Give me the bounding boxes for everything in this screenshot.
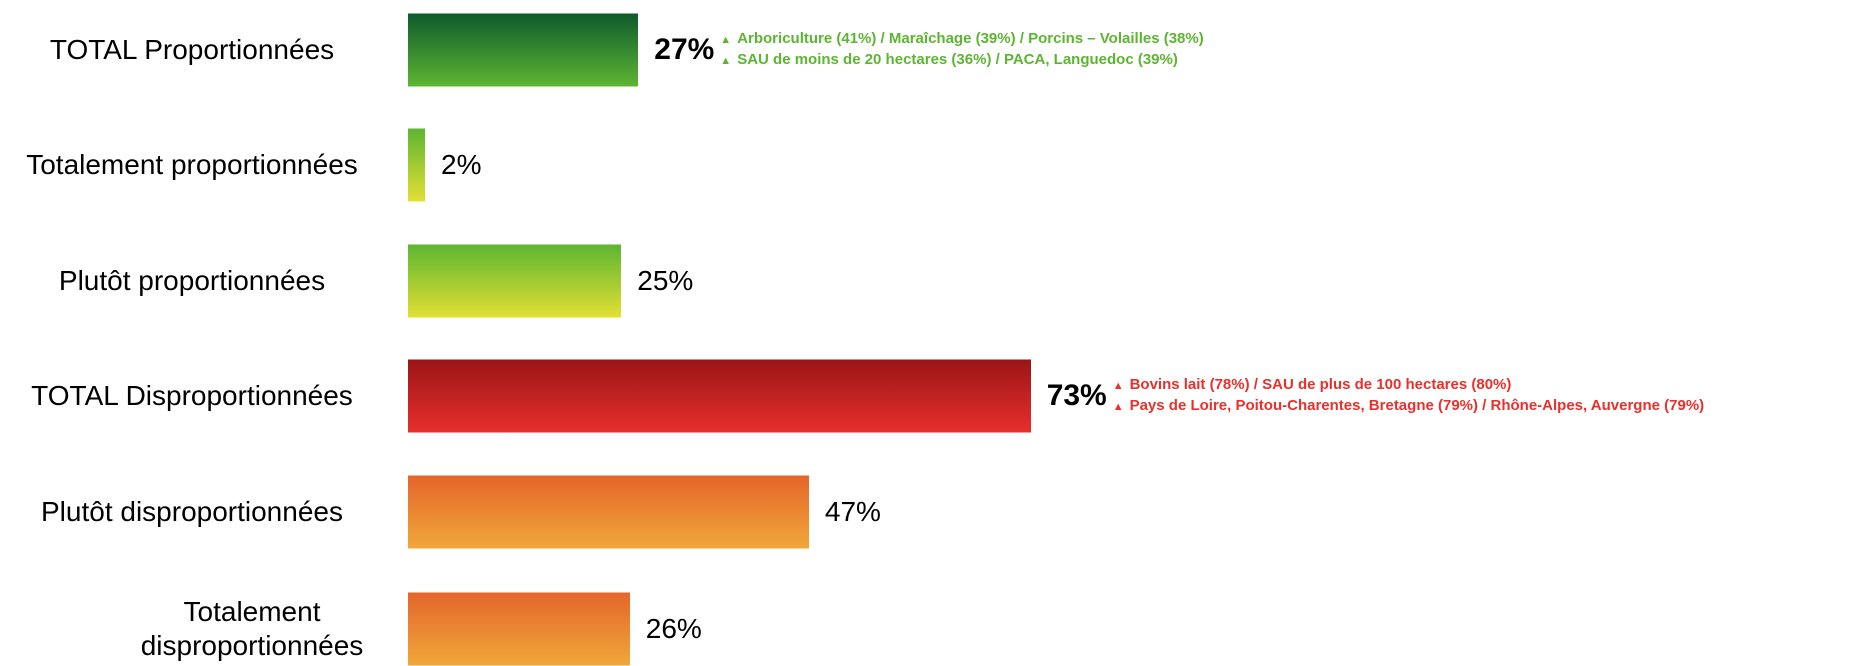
- value-label: 26%: [645, 613, 702, 644]
- annotation-line: ▲ Bovins lait (78%) / SAU de plus de 100 …: [1113, 375, 1704, 396]
- triangle-icon: ▲: [720, 55, 732, 67]
- annotation-text: Bovins lait (78%) / SAU de plus de 100 h…: [1129, 376, 1512, 393]
- triangle-icon: ▲: [1112, 380, 1124, 392]
- annotation-line: ▲ SAU de moins de 20 hectares (36%) / PAC…: [720, 50, 1203, 71]
- annotation-text: Pays de Loire, Poitou-Charentes, Bretagn…: [1129, 397, 1705, 414]
- triangle-icon: ▲: [1112, 401, 1124, 413]
- value-label: 27%: [654, 33, 715, 66]
- category-label: Plutôt proportionnées: [58, 265, 326, 296]
- bar: [408, 13, 639, 87]
- annotation: ▲ Bovins lait (78%) / SAU de plus de 100 …: [1113, 375, 1704, 417]
- annotation-line: ▲ Pays de Loire, Poitou-Charentes, Bretag…: [1113, 396, 1704, 417]
- category-label: Plutôt disproportionnées: [41, 496, 343, 527]
- annotation-line: ▲ Arboriculture (41%) / Maraîchage (39%) …: [720, 29, 1203, 50]
- category-label: Totalement disproportionnées: [140, 596, 364, 661]
- category-label: Totalement proportionnées: [26, 149, 358, 180]
- value-label: 73%: [1046, 379, 1107, 412]
- value-label: 47%: [824, 496, 881, 527]
- value-label: 2%: [441, 149, 482, 180]
- annotation-text: Arboriculture (41%) / Maraîchage (39%) /…: [737, 30, 1204, 47]
- annotation-text: SAU de moins de 20 hectares (36%) / PACA…: [737, 51, 1178, 68]
- bar: [408, 128, 426, 202]
- bar: [408, 592, 630, 666]
- bar: [408, 475, 809, 549]
- bar: [408, 244, 622, 318]
- annotation: ▲ Arboriculture (41%) / Maraîchage (39%) …: [720, 29, 1203, 71]
- value-label: 25%: [637, 265, 694, 296]
- category-label: TOTAL Proportionnées: [49, 34, 335, 65]
- category-label: TOTAL Disproportionnées: [31, 380, 353, 411]
- bar: [408, 359, 1031, 433]
- triangle-icon: ▲: [720, 34, 732, 46]
